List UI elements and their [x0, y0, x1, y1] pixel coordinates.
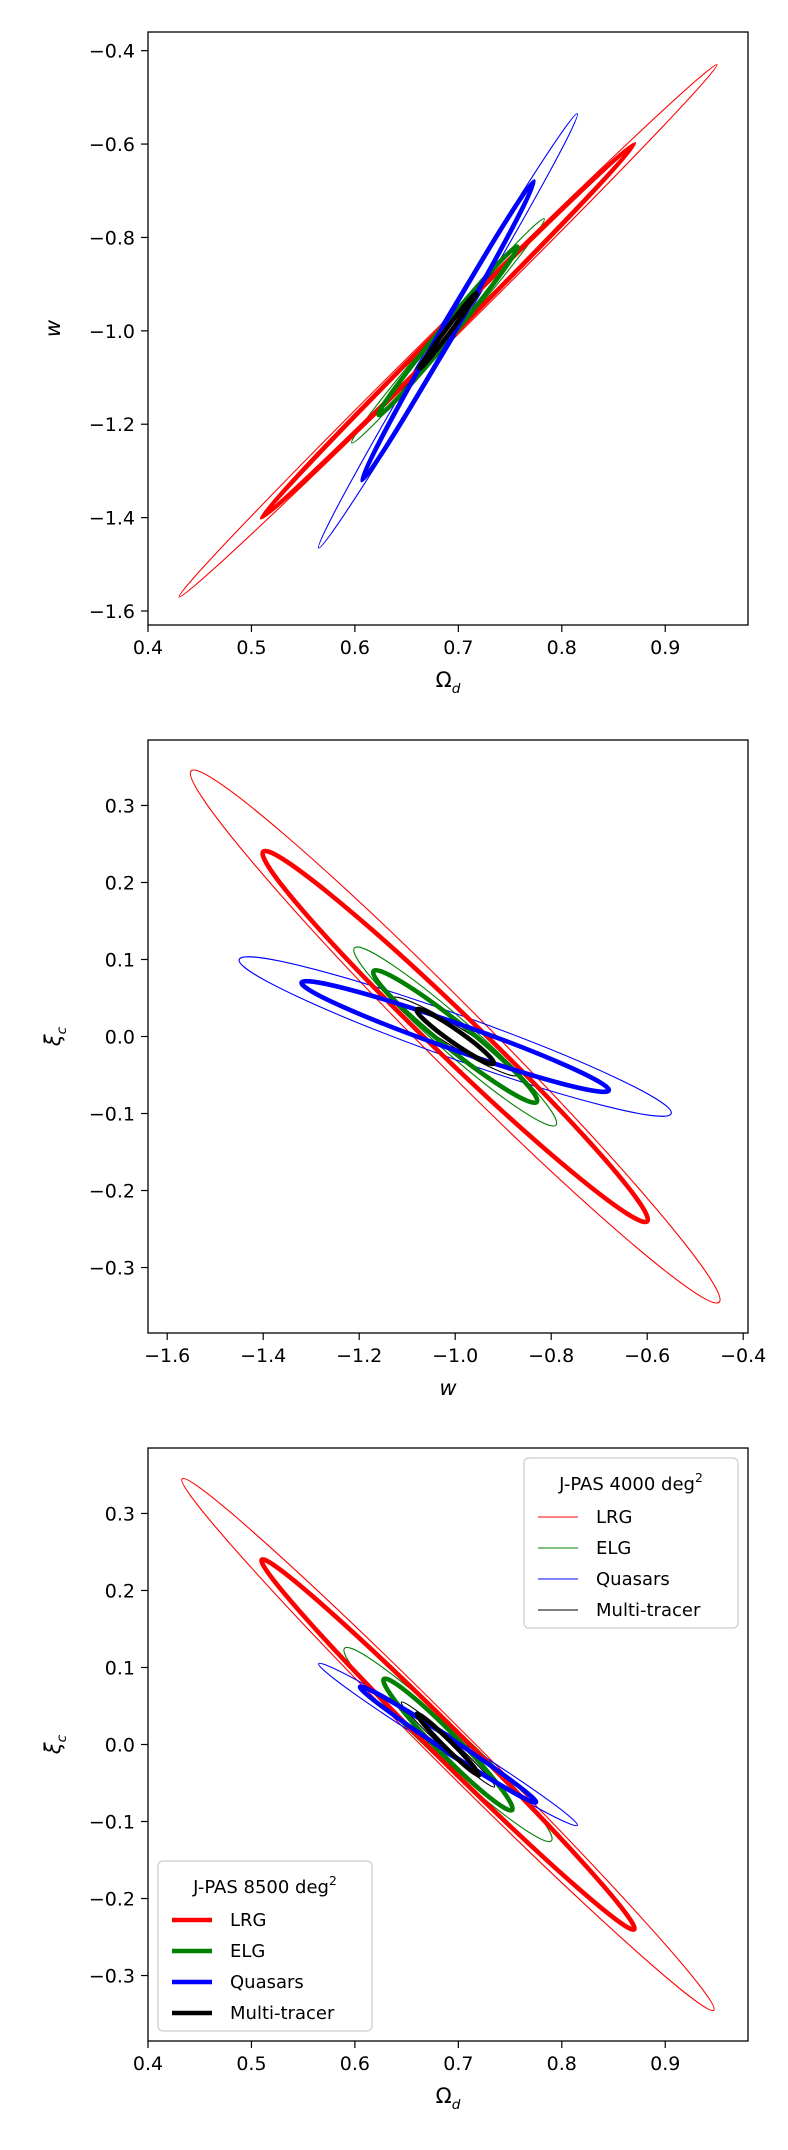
- x-tick-label: 0.9: [650, 637, 680, 659]
- legend-label-quasars: Quasars: [596, 1569, 670, 1590]
- chart-panel-1: 0.4 0.5 0.6 0.7 0.8 0.9 −1.6 −1.4 −1.2 −1.0 −0.8 −0…: [41, 31, 749, 697]
- axes-frame: [147, 31, 749, 626]
- y-tick-label: −1.4: [89, 508, 135, 530]
- contour-lrg-thin: [189, 769, 721, 1304]
- contour-quasars-thin: [318, 1662, 578, 1827]
- y-tick-label: −1.2: [89, 414, 135, 436]
- x-tick-label: −0.6: [624, 1345, 670, 1367]
- y-axis-label: ξc: [41, 1026, 70, 1047]
- x-tick-label: −0.8: [528, 1345, 574, 1367]
- plot-area: [189, 769, 721, 1304]
- y-tick-label: 0.1: [105, 949, 135, 971]
- x-tick-label: −1.4: [240, 1345, 286, 1367]
- x-tick-label: 0.4: [133, 637, 163, 659]
- x-tick-label: 0.9: [650, 2053, 680, 2075]
- contour-elg-thick: [381, 1676, 515, 1813]
- legend-title: J-PAS 8500 deg2: [192, 1874, 337, 1898]
- x-axis-label: Ωd: [436, 2084, 461, 2113]
- y-tick-label: −0.6: [89, 134, 135, 156]
- y-tick-label: −1.6: [89, 601, 135, 623]
- contour-lrg-thin: [181, 1477, 715, 2012]
- chart-panel-2: −1.6 −1.4 −1.2 −1.0 −0.8 −0.6 −0.4 −0.3 −0.2 −0.1…: [41, 739, 766, 1400]
- legend-label-lrg: LRG: [596, 1507, 632, 1528]
- y-tick-label: −0.2: [89, 1889, 135, 1911]
- x-tick-label: 0.8: [547, 2053, 577, 2075]
- y-tick-label: −1.0: [89, 321, 135, 343]
- chart-panel-3: 0.4 0.5 0.6 0.7 0.8 0.9 −0.3 −0.2 −0.1 0.0 0.1 0.2 0…: [41, 1447, 749, 2113]
- contour-quasars-thick: [359, 179, 537, 483]
- y-tick-label: −0.4: [89, 41, 135, 63]
- y-tick-label: −0.1: [89, 1104, 135, 1126]
- legend-label-multi-tracer: Multi-tracer: [230, 2003, 335, 2024]
- y-tick-label: −0.2: [89, 1181, 135, 1203]
- legend-label-quasars: Quasars: [230, 1972, 304, 1993]
- x-axis-label: w: [439, 1376, 457, 1400]
- x-tick-label: 0.4: [133, 2053, 163, 2075]
- y-tick-label: 0.3: [105, 795, 135, 817]
- legend-label-lrg: LRG: [230, 1910, 266, 1931]
- y-axis-label: ξc: [41, 1734, 70, 1755]
- x-tick-label: 0.7: [443, 2053, 473, 2075]
- y-tick-label: 0.2: [105, 1580, 135, 1602]
- contour-lrg-thick: [260, 848, 651, 1225]
- y-tick-label: −0.3: [89, 1258, 135, 1280]
- contour-elg-thin: [353, 946, 558, 1127]
- x-axis-label: Ωd: [436, 668, 461, 697]
- x-tick-label: 0.6: [340, 2053, 370, 2075]
- x-tick-label: −1.6: [144, 1345, 190, 1367]
- legend-label-elg: ELG: [596, 1538, 631, 1559]
- y-tick-label: 0.3: [105, 1503, 135, 1525]
- x-tick-label: 0.6: [340, 637, 370, 659]
- legend-bottom-left: J-PAS 8500 deg2 LRG ELG Quasars Multi-tracer: [157, 1860, 373, 2032]
- contour-lrg-thin: [178, 64, 718, 598]
- y-tick-label: −0.8: [89, 227, 135, 249]
- y-tick-label: 0.0: [105, 1735, 135, 1757]
- legend-box: [523, 1457, 739, 1629]
- y-tick-label: 0.0: [105, 1027, 135, 1049]
- x-tick-label: −1.2: [336, 1345, 382, 1367]
- contour-lrg-thick: [259, 141, 637, 520]
- legend-box: [157, 1860, 373, 2032]
- y-tick-label: 0.1: [105, 1657, 135, 1679]
- contour-quasars-thick: [357, 1684, 539, 1805]
- contour-multi-tracer-thick: [417, 291, 479, 371]
- contour-quasars-thin: [238, 956, 672, 1117]
- contour-lrg-thick: [259, 1557, 637, 1932]
- legend-top-right: J-PAS 4000 deg2 LRG ELG Quasars Multi-tracer: [523, 1457, 739, 1629]
- plot-area: [181, 1477, 715, 2012]
- y-tick-label: −0.3: [89, 1966, 135, 1988]
- contour-quasars-thin: [317, 113, 579, 549]
- y-tick-label: −0.1: [89, 1812, 135, 1834]
- y-axis-label: w: [41, 319, 65, 337]
- legend-label-elg: ELG: [230, 1941, 265, 1962]
- x-tick-label: 0.5: [236, 2053, 266, 2075]
- contour-multi-tracer-thick: [414, 1711, 482, 1778]
- y-tick-label: 0.2: [105, 872, 135, 894]
- x-tick-label: 0.8: [547, 637, 577, 659]
- contour-quasars-thick: [299, 978, 612, 1095]
- legend-label-multi-tracer: Multi-tracer: [596, 1600, 701, 1621]
- legend-title: J-PAS 4000 deg2: [558, 1471, 703, 1495]
- x-tick-label: 0.7: [443, 637, 473, 659]
- x-tick-label: −0.4: [720, 1345, 766, 1367]
- plot-area: [178, 64, 718, 598]
- x-tick-label: 0.5: [236, 637, 266, 659]
- contour-elg-thin: [343, 1646, 553, 1843]
- x-tick-label: −1.0: [432, 1345, 478, 1367]
- contour-multi-tracer-thick: [414, 1006, 497, 1067]
